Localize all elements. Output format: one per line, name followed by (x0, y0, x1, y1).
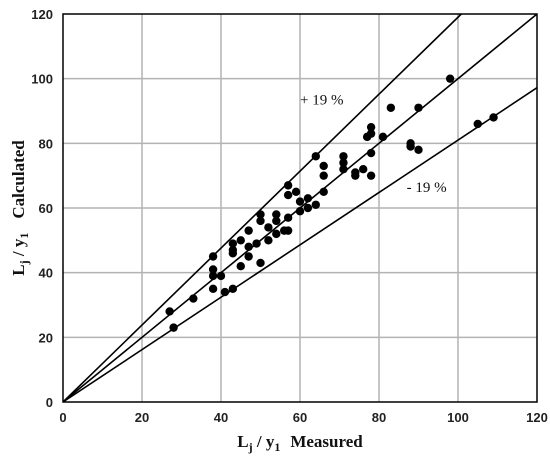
reference-line-0 (62, 13, 462, 403)
data-point (489, 113, 498, 122)
data-point (339, 165, 348, 174)
data-point (208, 284, 218, 294)
data-point (303, 203, 313, 213)
y-tick-label: 100 (31, 72, 53, 87)
data-point (366, 122, 376, 132)
data-point (228, 239, 238, 248)
data-point (220, 287, 230, 297)
data-point (351, 168, 360, 177)
y-tick-label: 60 (39, 201, 53, 216)
x-tick-label: 120 (526, 410, 548, 425)
x-tick-label: 40 (214, 410, 228, 425)
data-point (208, 265, 218, 274)
data-point (359, 165, 368, 174)
data-point (169, 323, 178, 332)
data-point (236, 262, 245, 271)
data-point (366, 129, 376, 138)
data-point (272, 229, 281, 239)
data-point (339, 152, 348, 161)
x-tick-label: 0 (59, 410, 66, 425)
data-point (208, 271, 218, 281)
data-point (256, 258, 265, 268)
data-point (236, 236, 245, 245)
data-point (303, 194, 313, 203)
data-point (244, 226, 253, 235)
data-point (264, 236, 273, 245)
data-point (366, 148, 376, 158)
data-point (473, 119, 482, 129)
data-point (256, 210, 265, 219)
x-tick-label: 80 (372, 410, 386, 425)
x-axis-title: Lj / y1 Measured (237, 432, 363, 454)
data-point (291, 187, 301, 197)
data-point (445, 74, 455, 83)
data-point (295, 197, 305, 206)
data-point (208, 252, 218, 261)
x-tick-label: 60 (293, 410, 307, 425)
data-point (319, 161, 328, 171)
data-point (319, 187, 328, 197)
data-point (283, 190, 293, 200)
data-point (283, 226, 293, 235)
y-tick-label: 120 (31, 7, 53, 22)
data-point (414, 145, 423, 154)
reference-line-2 (62, 87, 538, 403)
y-tick-label: 0 (46, 395, 53, 410)
data-point (165, 307, 174, 316)
annotation-plus-19: + 19 % (300, 93, 343, 109)
x-tick-label: 100 (447, 410, 469, 425)
data-point (272, 216, 281, 226)
data-point (319, 171, 328, 180)
data-point (414, 103, 423, 112)
y-tick-label: 40 (39, 266, 53, 281)
data-point (216, 271, 226, 281)
y-tick-label: 80 (39, 136, 53, 151)
data-point (283, 213, 293, 222)
plot-frame (62, 13, 538, 403)
data-point (295, 207, 305, 216)
data-point (264, 223, 273, 232)
data-point (378, 132, 388, 142)
data-point (386, 103, 396, 112)
data-point (272, 210, 281, 219)
y-tick-label: 20 (39, 330, 53, 345)
x-tick-labels: 0 20 40 60 80 100 120 (59, 410, 547, 425)
data-point (228, 284, 238, 294)
data-point (406, 139, 415, 148)
data-point (252, 239, 261, 248)
data-point (256, 216, 265, 226)
data-point (366, 171, 376, 180)
data-point (339, 158, 348, 167)
data-point (311, 200, 320, 209)
y-tick-labels: 0 20 40 60 80 100 120 (31, 7, 53, 410)
data-point (311, 152, 320, 161)
data-points (165, 74, 498, 332)
data-point (189, 294, 198, 303)
data-point (244, 242, 253, 251)
x-tick-label: 20 (135, 410, 149, 425)
data-point (228, 245, 238, 255)
annotation-minus-19: - 19 % (407, 180, 447, 196)
y-axis-title: Lj / y1Calculated (9, 140, 31, 276)
data-point (244, 252, 253, 261)
data-point (283, 181, 293, 190)
